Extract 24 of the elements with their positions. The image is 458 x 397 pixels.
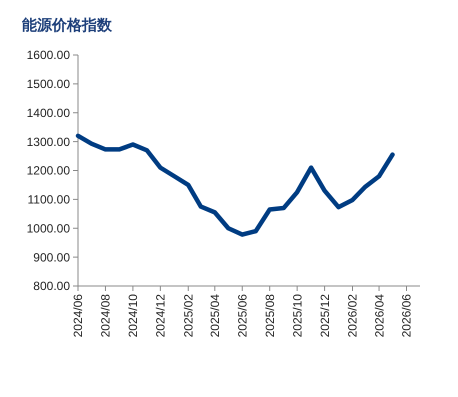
x-tick-label: 2026/04	[372, 294, 386, 338]
x-tick-label: 2025/06	[235, 294, 250, 338]
line-series	[76, 134, 395, 237]
y-tick-label: 1400.00	[26, 106, 70, 120]
y-tick-label: 1500.00	[26, 77, 70, 92]
x-tick-label: 2025/10	[290, 294, 304, 338]
y-tick-label: 900.00	[33, 250, 70, 264]
y-tick-label: 1200.00	[26, 164, 70, 178]
x-tick-label: 2026/06	[400, 294, 414, 338]
y-tick-label: 1300.00	[26, 134, 70, 149]
chart-title: 能源价格指数	[22, 17, 113, 34]
y-tick-label: 1100.00	[28, 192, 70, 207]
y-tick-label: 1000.00	[26, 221, 70, 236]
x-tick-label: 2024/08	[98, 294, 113, 338]
x-tick-label: 2025/12	[318, 294, 332, 338]
x-tick-label: 2024/12	[154, 294, 168, 338]
x-tick-label: 2025/08	[262, 294, 277, 338]
y-tick-label: 800.00	[33, 279, 70, 294]
x-tick-label: 2026/02	[346, 294, 360, 338]
x-tick-label: 2025/02	[181, 294, 196, 338]
x-tick-label: 2025/04	[208, 294, 222, 338]
x-tick-label: 2024/06	[71, 294, 86, 338]
y-tick-label: 1600.00	[26, 48, 70, 62]
x-tick-label: 2024/10	[126, 294, 140, 338]
